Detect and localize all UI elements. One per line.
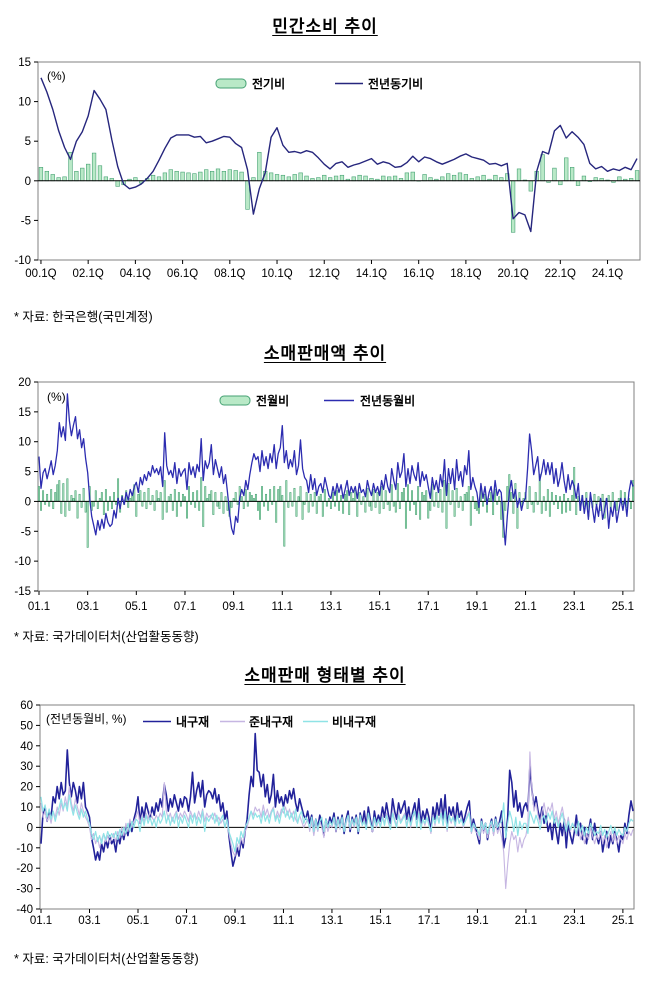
y-tick-label: 5 bbox=[25, 136, 31, 148]
y-tick-label: 0 bbox=[25, 176, 31, 188]
x-tick-label: 13.1 bbox=[320, 601, 342, 613]
chart2-canvas-retail-sales: 20 15 10 5 0 -5 -10 -15 01.1 03.1 05.1 07.1 09.1 11.1… bbox=[14, 377, 635, 613]
y-tick-label: 20 bbox=[20, 782, 33, 794]
x-tick-label: 00.1Q bbox=[25, 268, 56, 280]
y-tick-label: 20 bbox=[18, 377, 31, 389]
unit-label: (%) bbox=[47, 390, 66, 404]
x-tick-label: 12.1Q bbox=[309, 268, 340, 280]
y-tick-label: 50 bbox=[20, 720, 33, 732]
x-tick-label: 05.1 bbox=[125, 601, 147, 613]
x-tick-label: 18.1Q bbox=[450, 268, 481, 280]
x-tick-label: 07.1 bbox=[175, 915, 197, 927]
x-tick-label: 25.1 bbox=[612, 601, 634, 613]
legend-swatch-bar-전기비 bbox=[215, 78, 247, 89]
x-tick-label: 16.1Q bbox=[403, 268, 434, 280]
x-tick-label: 23.1 bbox=[563, 601, 585, 613]
line-series-전년동기비 bbox=[40, 77, 638, 233]
line-series-비내구재 bbox=[40, 794, 634, 853]
x-tick-label: 24.1Q bbox=[592, 268, 623, 280]
line-series-전년동월비 bbox=[38, 393, 634, 546]
x-tick-label: 08.1Q bbox=[214, 268, 245, 280]
legend-label-전기비: 전기비 bbox=[252, 76, 285, 91]
legend-label-내구재: 내구재 bbox=[176, 714, 209, 729]
y-tick-label: 15 bbox=[18, 407, 31, 419]
x-tick-label: 11.1 bbox=[272, 601, 294, 613]
chart2-title-retail-sales: 소매판매액 추이 bbox=[263, 344, 387, 363]
x-tick-label: 13.1 bbox=[321, 915, 343, 927]
chart3-title-retail-by-type: 소매판매 형태별 추이 bbox=[244, 666, 406, 685]
unit-label: (전년동월비, %) bbox=[46, 712, 127, 726]
x-tick-label: 22.1Q bbox=[545, 268, 576, 280]
x-tick-label: 04.1Q bbox=[120, 268, 151, 280]
y-tick-label: 10 bbox=[20, 802, 33, 814]
y-tick-label: 0 bbox=[25, 496, 31, 508]
x-tick-label: 15.1 bbox=[369, 915, 391, 927]
y-tick-label: 15 bbox=[18, 57, 31, 69]
x-tick-label: 02.1Q bbox=[73, 268, 104, 280]
y-tick-label: -30 bbox=[16, 884, 33, 896]
x-tick-label: 17.1 bbox=[417, 601, 439, 613]
chart1-title-private-consumption: 민간소비 추이 bbox=[272, 17, 378, 36]
x-tick-label: 01.1 bbox=[28, 601, 50, 613]
bar-series-전기비 bbox=[38, 151, 640, 233]
legend-label-전월비: 전월비 bbox=[256, 393, 289, 408]
x-tick-label: 01.1 bbox=[30, 915, 52, 927]
y-tick-label: 10 bbox=[18, 437, 31, 449]
x-tick-label: 03.1 bbox=[78, 915, 100, 927]
x-tick-label: 15.1 bbox=[368, 601, 390, 613]
x-tick-label: 19.1 bbox=[466, 915, 488, 927]
x-tick-label: 19.1 bbox=[466, 601, 488, 613]
chart3-source-note: * 자료: 국가데이터처(산업활동동향) bbox=[14, 952, 199, 966]
plot-frame bbox=[37, 381, 635, 592]
chart1-source-note: * 자료: 한국은행(국민계정) bbox=[14, 310, 153, 324]
legend-label-전년동월비: 전년동월비 bbox=[360, 393, 415, 408]
x-tick-label: 20.1Q bbox=[497, 268, 528, 280]
x-tick-label: 09.1 bbox=[224, 915, 246, 927]
x-tick-label: 25.1 bbox=[612, 915, 634, 927]
y-tick-label: 0 bbox=[27, 822, 33, 834]
plot-frame bbox=[37, 61, 641, 261]
x-tick-label: 21.1 bbox=[515, 915, 537, 927]
x-tick-label: 07.1 bbox=[174, 601, 196, 613]
y-tick-label: 40 bbox=[20, 741, 33, 753]
chart2-source-note: * 자료: 국가데이터처(산업활동동향) bbox=[14, 630, 199, 644]
x-tick-label: 09.1 bbox=[222, 601, 244, 613]
y-tick-label: -15 bbox=[14, 586, 31, 598]
y-tick-label: 10 bbox=[18, 97, 31, 109]
y-tick-label: -10 bbox=[16, 843, 33, 855]
legend-label-전년동기비: 전년동기비 bbox=[368, 76, 423, 91]
x-tick-label: 10.1Q bbox=[261, 268, 292, 280]
legend-label-비내구재: 비내구재 bbox=[332, 714, 376, 729]
y-tick-label: 30 bbox=[20, 761, 33, 773]
x-tick-label: 11.1 bbox=[273, 915, 295, 927]
y-tick-label: 60 bbox=[20, 700, 33, 712]
y-tick-label: -5 bbox=[21, 215, 31, 227]
y-tick-label: -5 bbox=[21, 526, 31, 538]
x-tick-label: 06.1Q bbox=[167, 268, 198, 280]
y-tick-label: -20 bbox=[16, 863, 33, 875]
y-tick-label: -10 bbox=[14, 255, 31, 267]
x-tick-label: 21.1 bbox=[514, 601, 536, 613]
unit-label: (%) bbox=[47, 69, 66, 83]
y-tick-label: 5 bbox=[25, 467, 31, 479]
x-tick-label: 14.1Q bbox=[356, 268, 387, 280]
line-series-내구재 bbox=[40, 732, 634, 867]
x-tick-label: 23.1 bbox=[563, 915, 585, 927]
y-tick-label: -40 bbox=[16, 904, 33, 916]
x-tick-label: 17.1 bbox=[418, 915, 440, 927]
x-tick-label: 03.1 bbox=[76, 601, 98, 613]
x-tick-label: 05.1 bbox=[127, 915, 149, 927]
legend-swatch-bar-전월비 bbox=[219, 395, 251, 406]
bar-series-전월비 bbox=[38, 467, 634, 548]
legend-label-준내구재: 준내구재 bbox=[249, 714, 293, 729]
y-tick-label: -10 bbox=[14, 556, 31, 568]
